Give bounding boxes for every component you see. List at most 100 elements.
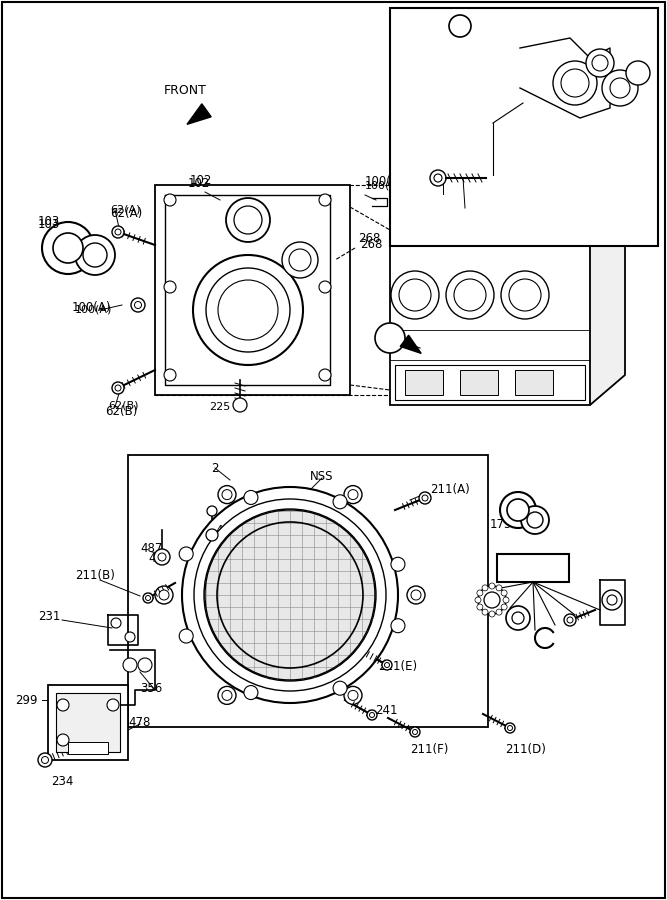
Circle shape [496,585,502,591]
Circle shape [412,730,418,734]
Polygon shape [187,104,211,124]
Bar [497,554,569,582]
Circle shape [158,553,166,561]
Circle shape [218,486,236,504]
Circle shape [123,658,137,672]
Text: 103: 103 [38,218,60,231]
Circle shape [333,495,347,508]
Text: 478: 478 [128,716,150,728]
Circle shape [561,69,589,97]
Circle shape [501,590,507,596]
Circle shape [454,279,486,311]
Circle shape [370,713,374,717]
Circle shape [42,222,94,274]
Circle shape [602,70,638,106]
Circle shape [501,604,507,610]
Circle shape [344,687,362,705]
Circle shape [319,194,331,206]
Circle shape [503,597,509,603]
Text: 268: 268 [360,238,382,251]
Bar [405,370,443,395]
Circle shape [115,229,121,235]
Polygon shape [580,216,602,234]
Circle shape [83,243,107,267]
Circle shape [115,385,121,391]
Text: 299: 299 [15,694,37,706]
Circle shape [586,49,614,77]
Circle shape [344,486,362,504]
Text: 464: 464 [215,524,237,536]
Text: 100(B): 100(B) [365,175,405,188]
Circle shape [131,298,145,312]
Circle shape [135,302,141,309]
Text: 211(C): 211(C) [452,208,492,221]
Circle shape [482,609,488,615]
Circle shape [512,612,524,624]
Circle shape [125,632,135,642]
Circle shape [382,660,392,670]
Text: 211(A): 211(A) [430,483,470,497]
Circle shape [204,509,376,681]
Text: 103: 103 [38,215,60,228]
Circle shape [138,658,152,672]
Circle shape [407,586,425,604]
Bar [390,220,590,405]
Bar [460,370,498,395]
Circle shape [179,629,193,643]
Circle shape [430,170,446,186]
Circle shape [53,233,83,263]
Circle shape [489,611,495,617]
Circle shape [164,281,176,293]
Circle shape [348,690,358,700]
Circle shape [319,281,331,293]
Circle shape [478,586,506,614]
Bar [128,455,488,727]
Circle shape [234,206,262,234]
Circle shape [206,529,218,541]
Circle shape [489,583,495,589]
Circle shape [182,487,398,703]
Circle shape [410,727,420,737]
Circle shape [143,593,153,603]
Circle shape [626,61,650,85]
Circle shape [384,662,390,668]
Text: 62(B): 62(B) [105,405,137,418]
Circle shape [484,592,500,608]
Text: 211(B): 211(B) [75,569,115,581]
Circle shape [592,55,608,71]
Text: 211(E): 211(E) [378,660,417,673]
Text: 231: 231 [38,610,61,624]
Text: 241: 241 [375,704,398,716]
Text: 356: 356 [140,681,162,695]
Circle shape [193,255,303,365]
Text: 62(A): 62(A) [110,207,142,220]
Circle shape [145,596,151,600]
Circle shape [218,687,236,705]
Circle shape [155,586,173,604]
Text: 102: 102 [190,174,212,187]
Circle shape [319,369,331,381]
Circle shape [496,609,502,615]
Circle shape [111,618,121,628]
Text: 102: 102 [188,177,210,190]
Polygon shape [390,190,625,220]
Text: FRONT: FRONT [612,224,650,234]
Text: 211(F): 211(F) [410,743,448,756]
Circle shape [159,590,169,600]
Circle shape [567,617,573,623]
Text: 175: 175 [490,518,512,531]
Text: 234: 234 [51,775,73,788]
Circle shape [57,699,69,711]
Circle shape [521,506,549,534]
Circle shape [282,242,318,278]
Text: 100(A): 100(A) [72,302,111,314]
Bar [68,742,108,754]
Circle shape [367,710,377,720]
Text: A: A [456,21,464,31]
Circle shape [244,686,258,699]
Circle shape [602,590,622,610]
Circle shape [507,499,529,521]
Bar [48,685,128,760]
Text: 0-14: 0-14 [519,562,547,574]
Circle shape [222,490,232,500]
